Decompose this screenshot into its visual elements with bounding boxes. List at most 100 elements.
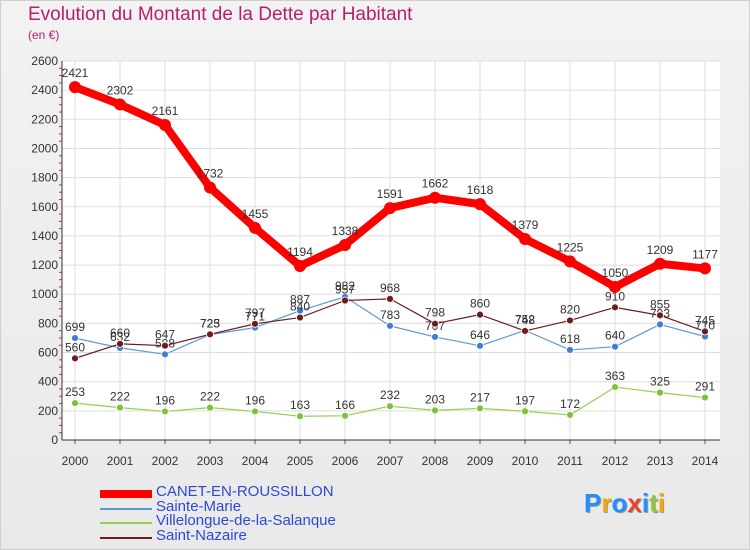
- legend-swatch: [100, 507, 152, 510]
- data-point-canet-en-roussillon: [699, 262, 711, 275]
- data-label-canet-en-roussillon: 1662: [422, 177, 449, 191]
- data-point-villelongue-de-la-salanque: [116, 403, 124, 412]
- data-point-canet-en-roussillon: [429, 191, 441, 204]
- data-point-saint-nazaire: [341, 296, 349, 305]
- data-point-canet-en-roussillon: [519, 232, 531, 245]
- data-label-villelongue-de-la-salanque: 325: [650, 375, 670, 389]
- data-label-canet-en-roussillon: 1050: [602, 266, 629, 280]
- data-point-sainte-marie: [611, 342, 619, 351]
- data-point-canet-en-roussillon: [474, 198, 486, 211]
- data-point-canet-en-roussillon: [384, 202, 396, 215]
- data-label-villelongue-de-la-salanque: 196: [155, 393, 175, 407]
- data-point-canet-en-roussillon: [654, 257, 666, 270]
- data-label-villelongue-de-la-salanque: 291: [695, 380, 715, 394]
- logo-letter: P: [584, 488, 602, 518]
- data-label-canet-en-roussillon: 1225: [557, 240, 584, 254]
- data-point-villelongue-de-la-salanque: [476, 404, 484, 413]
- plot-area: [62, 61, 720, 440]
- data-label-canet-en-roussillon: 1618: [467, 183, 494, 197]
- data-point-canet-en-roussillon: [249, 221, 261, 234]
- x-tick-label: 2001: [107, 454, 134, 468]
- y-tick-label: 1400: [31, 229, 58, 243]
- data-label-saint-nazaire: 560: [65, 340, 85, 354]
- x-tick-label: 2004: [242, 454, 269, 468]
- data-point-sainte-marie: [161, 350, 169, 359]
- x-tick-label: 2011: [557, 454, 583, 468]
- data-label-canet-en-roussillon: 2302: [107, 83, 134, 97]
- data-label-canet-en-roussillon: 2421: [62, 66, 89, 80]
- x-tick-label: 2003: [197, 454, 224, 468]
- data-point-villelongue-de-la-salanque: [701, 393, 709, 402]
- data-label-canet-en-roussillon: 1209: [647, 243, 674, 257]
- x-tick-label: 2012: [602, 454, 629, 468]
- logo-letter: i: [657, 488, 665, 518]
- x-tick-label: 2007: [377, 454, 404, 468]
- data-label-villelongue-de-la-salanque: 222: [200, 390, 220, 404]
- data-point-saint-nazaire: [206, 330, 214, 339]
- data-label-canet-en-roussillon: 1338: [332, 224, 359, 238]
- data-point-saint-nazaire: [701, 327, 709, 336]
- data-label-saint-nazaire: 647: [155, 328, 175, 342]
- data-label-canet-en-roussillon: 1732: [197, 167, 224, 181]
- data-label-villelongue-de-la-salanque: 172: [560, 397, 580, 411]
- legend-label: Saint-Nazaire: [156, 526, 247, 544]
- data-label-sainte-marie: 699: [65, 320, 85, 334]
- data-label-saint-nazaire: 748: [515, 313, 535, 327]
- data-label-saint-nazaire: 820: [560, 302, 580, 316]
- data-label-saint-nazaire: 855: [650, 297, 670, 311]
- logo-letter: x: [627, 488, 642, 518]
- data-point-villelongue-de-la-salanque: [386, 402, 394, 411]
- data-label-sainte-marie: 632: [110, 330, 130, 344]
- data-label-canet-en-roussillon: 1455: [242, 207, 269, 221]
- data-point-saint-nazaire: [161, 341, 169, 350]
- legend-label: CANET-EN-ROUSSILLON: [156, 483, 334, 500]
- data-label-sainte-marie: 752: [515, 312, 535, 326]
- data-label-sainte-marie: 646: [470, 328, 490, 342]
- data-label-canet-en-roussillon: 1379: [512, 218, 539, 232]
- data-label-sainte-marie: 887: [290, 293, 310, 307]
- data-label-saint-nazaire: 860: [470, 297, 490, 311]
- data-label-sainte-marie: 771: [245, 310, 265, 324]
- data-point-saint-nazaire: [296, 313, 304, 322]
- data-point-sainte-marie: [656, 320, 664, 329]
- data-label-saint-nazaire: 797: [245, 306, 265, 320]
- x-tick-label: 2000: [62, 454, 89, 468]
- y-tick-label: 2400: [31, 83, 58, 97]
- data-label-villelongue-de-la-salanque: 217: [470, 390, 490, 404]
- logo-letter: o: [611, 488, 628, 518]
- y-tick-label: 1200: [31, 258, 58, 272]
- data-label-saint-nazaire: 798: [425, 306, 445, 320]
- data-label-saint-nazaire: 725: [200, 316, 220, 330]
- data-point-canet-en-roussillon: [609, 280, 621, 293]
- data-point-canet-en-roussillon: [204, 181, 216, 194]
- chart-title: Evolution du Montant de la Dette par Hab…: [28, 4, 413, 25]
- data-label-sainte-marie: 982: [335, 279, 355, 293]
- data-label-villelongue-de-la-salanque: 196: [245, 393, 265, 407]
- y-tick-label: 800: [38, 316, 58, 330]
- data-point-saint-nazaire: [116, 339, 124, 348]
- data-label-saint-nazaire: 910: [605, 289, 625, 303]
- data-label-sainte-marie: 723: [200, 317, 220, 331]
- data-point-villelongue-de-la-salanque: [656, 388, 664, 397]
- data-point-sainte-marie: [431, 333, 439, 341]
- data-label-villelongue-de-la-salanque: 232: [380, 388, 400, 402]
- data-point-saint-nazaire: [251, 319, 259, 328]
- logo-letter: i: [641, 488, 650, 518]
- data-point-villelongue-de-la-salanque: [71, 399, 79, 408]
- proxiti-logo: Proxiti: [584, 488, 665, 519]
- legend-swatch: [100, 536, 152, 539]
- data-label-villelongue-de-la-salanque: 163: [290, 398, 310, 412]
- data-label-villelongue-de-la-salanque: 166: [335, 398, 355, 412]
- x-tick-label: 2009: [467, 454, 494, 468]
- chart-subtitle: (en €): [28, 28, 60, 42]
- data-point-saint-nazaire: [71, 354, 79, 363]
- data-point-canet-en-roussillon: [159, 118, 171, 131]
- data-point-sainte-marie: [566, 346, 574, 354]
- data-point-saint-nazaire: [611, 303, 619, 312]
- data-point-saint-nazaire: [656, 311, 664, 320]
- data-point-saint-nazaire: [431, 319, 439, 328]
- x-tick-label: 2010: [512, 454, 539, 468]
- legend-label: Villelongue-de-la-Salanque: [156, 512, 336, 529]
- y-tick-label: 200: [38, 404, 58, 418]
